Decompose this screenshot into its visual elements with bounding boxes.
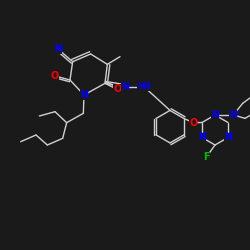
- Text: HN: HN: [137, 82, 151, 91]
- Text: N: N: [54, 44, 62, 54]
- Text: F: F: [203, 152, 210, 162]
- Text: O: O: [113, 84, 122, 94]
- Text: O: O: [51, 71, 59, 81]
- Text: N: N: [80, 90, 88, 100]
- Text: N: N: [121, 82, 129, 92]
- Text: N: N: [198, 132, 206, 142]
- Text: O: O: [189, 118, 198, 128]
- Text: N: N: [229, 110, 237, 120]
- Text: N: N: [224, 132, 232, 142]
- Text: N: N: [211, 110, 219, 120]
